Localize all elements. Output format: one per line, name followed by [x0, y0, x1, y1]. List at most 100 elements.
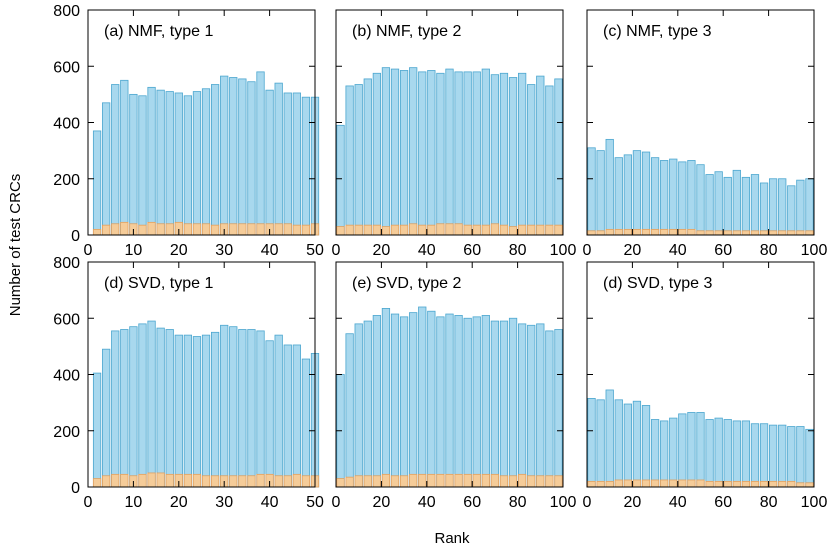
bar-series-1 [536, 323, 545, 488]
bar-series-2 [472, 224, 481, 236]
bar-series-2 [399, 224, 409, 236]
bar-series-2 [354, 224, 363, 236]
bar-series-1 [632, 400, 642, 488]
bar-series-2 [201, 223, 211, 236]
bar-series-2 [463, 224, 472, 236]
bar-series-1 [120, 79, 129, 236]
y-axis-label: Number of test CRCs [7, 174, 24, 317]
bar-series-2 [210, 224, 220, 236]
bar-series-2 [641, 479, 651, 488]
bar-series-1 [183, 95, 193, 236]
bar-series-1 [301, 96, 311, 236]
bar-series-2 [796, 230, 805, 236]
bar-series-1 [687, 160, 696, 236]
bar-series-2 [372, 475, 381, 488]
bar-series-1 [156, 89, 165, 236]
bar-series-1 [778, 178, 787, 236]
bar-series-2 [138, 473, 147, 488]
bar-series-1 [805, 178, 814, 236]
bar-series-1 [805, 428, 814, 488]
bar-series-2 [256, 473, 265, 488]
bar-series-2 [147, 221, 156, 236]
bar-series-1 [490, 320, 500, 488]
bar-series-2 [696, 479, 705, 488]
bar-series-2 [587, 230, 596, 236]
bar-series-1 [454, 315, 463, 488]
panel-title: (d) SVD, type 3 [603, 275, 712, 292]
bar-series-1 [472, 316, 481, 488]
bar-series-2 [554, 475, 563, 488]
bar-series-1 [587, 398, 596, 488]
bar-series-2 [508, 226, 518, 236]
bar-series-1 [759, 423, 769, 488]
panel-4: 0 10 20 30 40 50 0 200 400 600 800 (d) SVD, type 1 [53, 255, 324, 511]
x-tick-label: 0 [84, 242, 93, 259]
x-tick-label: 20 [170, 494, 188, 511]
bar-series-2 [669, 228, 678, 236]
bar-series-1 [256, 71, 265, 236]
bar-series-1 [345, 85, 354, 236]
bar-series-2 [650, 228, 660, 236]
bar-series-1 [138, 95, 147, 236]
bar-series-1 [390, 68, 400, 236]
panel-title: (a) NMF, type 1 [104, 23, 213, 40]
bar-series-1 [660, 160, 669, 236]
bar-series-2 [436, 473, 445, 488]
bar-series-1 [650, 419, 660, 488]
bar-series-2 [229, 475, 238, 488]
bar-series-2 [632, 228, 642, 236]
bar-series-2 [518, 473, 527, 488]
bar-series-1 [508, 77, 518, 236]
bar-series-1 [669, 417, 678, 488]
bar-series-2 [723, 480, 732, 488]
bar-series-1 [518, 323, 527, 488]
bar-series-1 [147, 86, 156, 236]
bar-series-2 [490, 223, 500, 236]
bar-series-2 [732, 230, 741, 236]
x-tick-label: 40 [261, 242, 279, 259]
bar-series-2 [156, 223, 165, 236]
bar-series-1 [463, 71, 472, 236]
bar-series-2 [805, 482, 814, 488]
bar-series-1 [283, 344, 292, 488]
bar-series-2 [696, 230, 705, 236]
x-tick-label: 80 [760, 242, 778, 259]
bar-series-1 [750, 423, 760, 488]
bar-series-2 [632, 479, 642, 488]
bar-series-2 [301, 224, 311, 236]
bar-series-2 [750, 230, 760, 236]
bar-series-1 [247, 81, 256, 236]
bar-series-1 [92, 130, 102, 236]
bar-series-2 [623, 228, 632, 236]
bar-series-1 [418, 306, 427, 488]
bar-series-2 [247, 475, 256, 488]
bar-series-2 [283, 223, 292, 236]
bar-series-1 [769, 178, 778, 236]
bar-series-1 [256, 330, 265, 488]
bar-series-1 [292, 92, 301, 236]
bar-series-2 [759, 230, 769, 236]
bar-series-1 [238, 78, 247, 236]
bar-series-2 [508, 475, 518, 488]
bar-series-1 [787, 426, 796, 488]
x-tick-label: 100 [801, 494, 828, 511]
x-tick-label: 100 [550, 494, 577, 511]
bar-series-1 [220, 75, 229, 236]
bar-series-1 [156, 327, 165, 488]
bar-series-2 [274, 223, 283, 236]
bar-series-1 [587, 147, 596, 236]
bar-series-1 [650, 157, 660, 236]
bar-series-2 [301, 475, 311, 488]
bar-series-2 [436, 223, 445, 236]
bar-series-1 [111, 330, 120, 488]
bar-series-2 [409, 223, 418, 236]
bar-series-2 [463, 473, 472, 488]
x-tick-label: 20 [373, 242, 391, 259]
bar-series-1 [165, 91, 174, 236]
bar-series-2 [427, 473, 436, 488]
panel-6: 0 20 40 60 80 100 (d) SVD, type 3 [583, 261, 828, 511]
bar-series-2 [445, 473, 454, 488]
x-tick-label: 20 [170, 242, 188, 259]
bar-series-1 [796, 426, 805, 488]
